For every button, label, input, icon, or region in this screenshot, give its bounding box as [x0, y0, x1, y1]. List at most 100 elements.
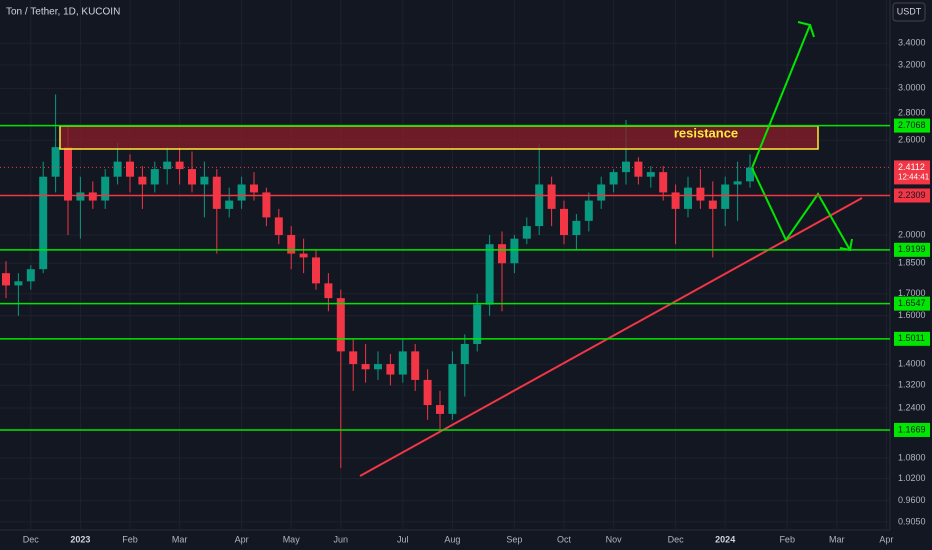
x-tick-label: Apr [879, 534, 893, 544]
candle-body [76, 192, 85, 201]
level-label-box [894, 296, 930, 311]
candle-body [163, 161, 172, 170]
levels: 2.7068 2.2309 1.9199 1.6547 1.5011 1.1669 [0, 118, 930, 437]
candle-body [684, 187, 692, 209]
candle-body [312, 257, 320, 284]
candle-body [746, 167, 754, 182]
level-label: 1.5011 [898, 333, 925, 343]
level-label: 2.2309 [898, 190, 926, 200]
candle-body [696, 187, 705, 201]
candle-body [14, 281, 23, 286]
y-tick-label: 2.0000 [898, 229, 926, 239]
candle-body [64, 147, 72, 201]
level-label-box [894, 118, 930, 133]
x-tick-label: Feb [779, 534, 795, 544]
candle-body [2, 273, 10, 286]
x-tick-label: Mar [829, 534, 845, 544]
annotation: resistance [674, 125, 738, 140]
level-label-box [894, 242, 930, 257]
y-tick-label: 2.8000 [898, 108, 926, 118]
level-label: 1.1669 [898, 424, 926, 434]
level-label-box [894, 331, 930, 346]
arrow-head [797, 21, 815, 38]
candle-body [572, 220, 581, 236]
candle-body [250, 184, 258, 193]
candle-body [88, 192, 97, 201]
candle-body [374, 364, 382, 370]
y-tick-label: 1.4000 [898, 358, 926, 368]
y-tick-label: 3.2000 [898, 59, 926, 69]
currency-box [892, 2, 926, 22]
level-label: 1.9199 [898, 244, 926, 254]
candle-body [200, 176, 209, 185]
y-tick-label: 1.0800 [898, 452, 926, 462]
candle-body [336, 298, 345, 352]
candle-body [299, 253, 308, 258]
candle-body [39, 176, 48, 270]
grid [0, 0, 890, 530]
candle-body [138, 176, 147, 185]
candle-body [721, 184, 730, 209]
candle-body [274, 217, 283, 236]
x-tick-label: 2023 [70, 534, 90, 544]
candle-body [510, 238, 519, 264]
level-label-box [894, 188, 930, 203]
candle-body [708, 200, 717, 209]
candle-body [225, 200, 234, 209]
candle-body [411, 351, 420, 380]
candle-body [175, 161, 184, 170]
candle-body [522, 226, 531, 239]
y-tick-label: 1.8500 [898, 258, 926, 268]
level-label-box [894, 422, 930, 437]
y-tick-label: 3.0000 [898, 83, 926, 93]
candle-body [26, 269, 35, 282]
candle-body [212, 176, 221, 209]
countdown: 12:44:41 [898, 173, 930, 182]
x-tick-label: Mar [172, 534, 188, 544]
x-tick-label: Dec [23, 534, 40, 544]
y-tick-label: 2.6000 [898, 135, 926, 145]
candle-body [733, 181, 742, 185]
y-tick-label: 0.9050 [898, 516, 926, 526]
candle-body [150, 169, 159, 185]
candle-body [398, 351, 407, 375]
y-tick-label: 1.6000 [898, 310, 926, 320]
level-label: 2.7068 [898, 120, 926, 130]
chart-title: Ton / Tether, 1D, KUCOIN [6, 7, 120, 18]
x-tick-label: Oct [557, 534, 572, 544]
x-tick-label: Jul [397, 534, 409, 544]
level-label: 1.6547 [898, 298, 926, 308]
candle-body [349, 351, 358, 365]
x-tick-label: Dec [668, 534, 685, 544]
candle-body [324, 283, 333, 299]
y-tick-label: 0.9600 [898, 495, 926, 505]
candle-body [671, 192, 680, 209]
candle-body [597, 184, 606, 201]
candle-body [609, 172, 618, 185]
candle-body [188, 169, 196, 185]
candle-body [101, 176, 110, 201]
last-price-label: 2.4112 [898, 162, 925, 172]
y-tick-label: 3.4000 [898, 37, 926, 47]
candle-body [237, 184, 246, 201]
candle-body [473, 304, 482, 344]
last-price-box [894, 160, 930, 185]
candle-body [361, 364, 370, 370]
y-tick-label: 1.0200 [898, 473, 926, 483]
y-tick-label: 1.3200 [898, 380, 926, 390]
candle-body [436, 405, 444, 414]
candles [2, 94, 754, 469]
candle-body [287, 235, 296, 254]
candle-body [460, 343, 469, 365]
candle-body [584, 200, 593, 221]
projection-arrow [751, 24, 811, 169]
candle-body [113, 161, 122, 177]
currency: USDT [897, 6, 922, 16]
x-tick-label: Aug [444, 534, 460, 544]
projection-arrow [751, 167, 851, 251]
x-tick-label: May [283, 534, 301, 544]
candle-body [547, 184, 556, 209]
candle-body [560, 208, 568, 236]
